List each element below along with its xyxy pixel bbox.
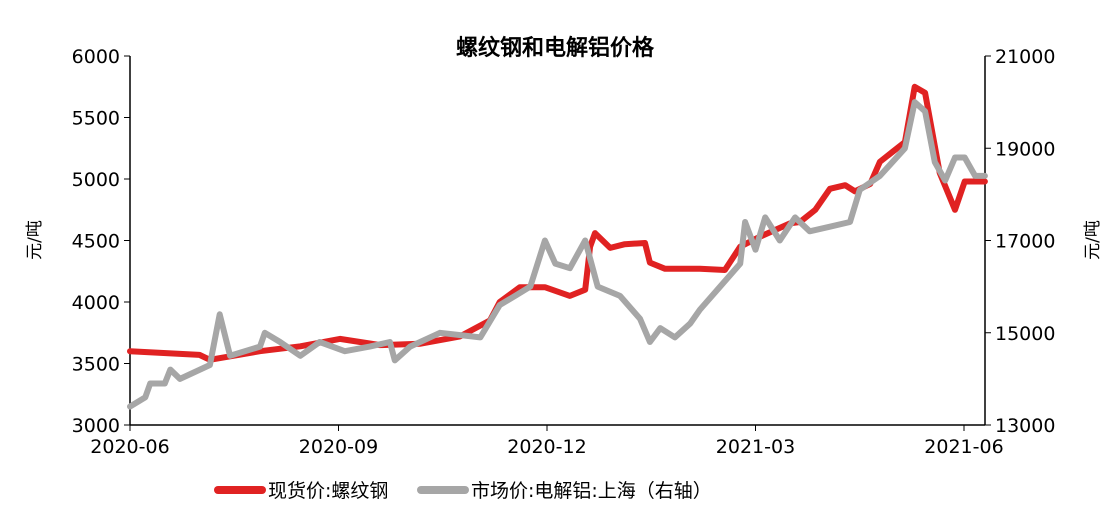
y-left-tick-label: 5500 bbox=[72, 108, 120, 130]
y-axis-right-label: 元/吨 bbox=[1083, 220, 1103, 260]
chart-title: 螺纹钢和电解铝价格 bbox=[456, 35, 655, 61]
y-right-tick-label: 21000 bbox=[995, 46, 1055, 68]
x-tick-label: 2020-12 bbox=[507, 436, 586, 458]
y-left-tick-label: 4000 bbox=[72, 292, 120, 314]
y-right-tick-label: 17000 bbox=[995, 231, 1055, 253]
y-left-tick-label: 5000 bbox=[72, 169, 120, 191]
y-left-tick-label: 4500 bbox=[72, 231, 120, 253]
y-left-tick-label: 3000 bbox=[72, 415, 120, 437]
x-tick-label: 2020-06 bbox=[90, 436, 169, 458]
y-axis-left-label: 元/吨 bbox=[25, 220, 45, 260]
y-right-tick-label: 15000 bbox=[995, 323, 1055, 345]
legend: 现货价:螺纹钢 市场价:电解铝:上海（右轴） bbox=[214, 480, 712, 502]
x-tick-label: 2020-09 bbox=[299, 436, 378, 458]
series-line-steel bbox=[127, 83, 988, 363]
y-right-tick-label: 13000 bbox=[995, 415, 1055, 437]
legend-label-aluminium: 市场价:电解铝:上海（右轴） bbox=[471, 480, 712, 502]
y-left-tick-label: 6000 bbox=[72, 46, 120, 68]
x-tick-label: 2021-06 bbox=[924, 436, 1003, 458]
legend-label-steel: 现货价:螺纹钢 bbox=[268, 480, 388, 502]
x-tick-label: 2021-03 bbox=[716, 436, 795, 458]
series-line-aluminium bbox=[127, 99, 988, 410]
y-left-tick-label: 3500 bbox=[72, 354, 120, 376]
y-right-tick-label: 19000 bbox=[995, 138, 1055, 160]
